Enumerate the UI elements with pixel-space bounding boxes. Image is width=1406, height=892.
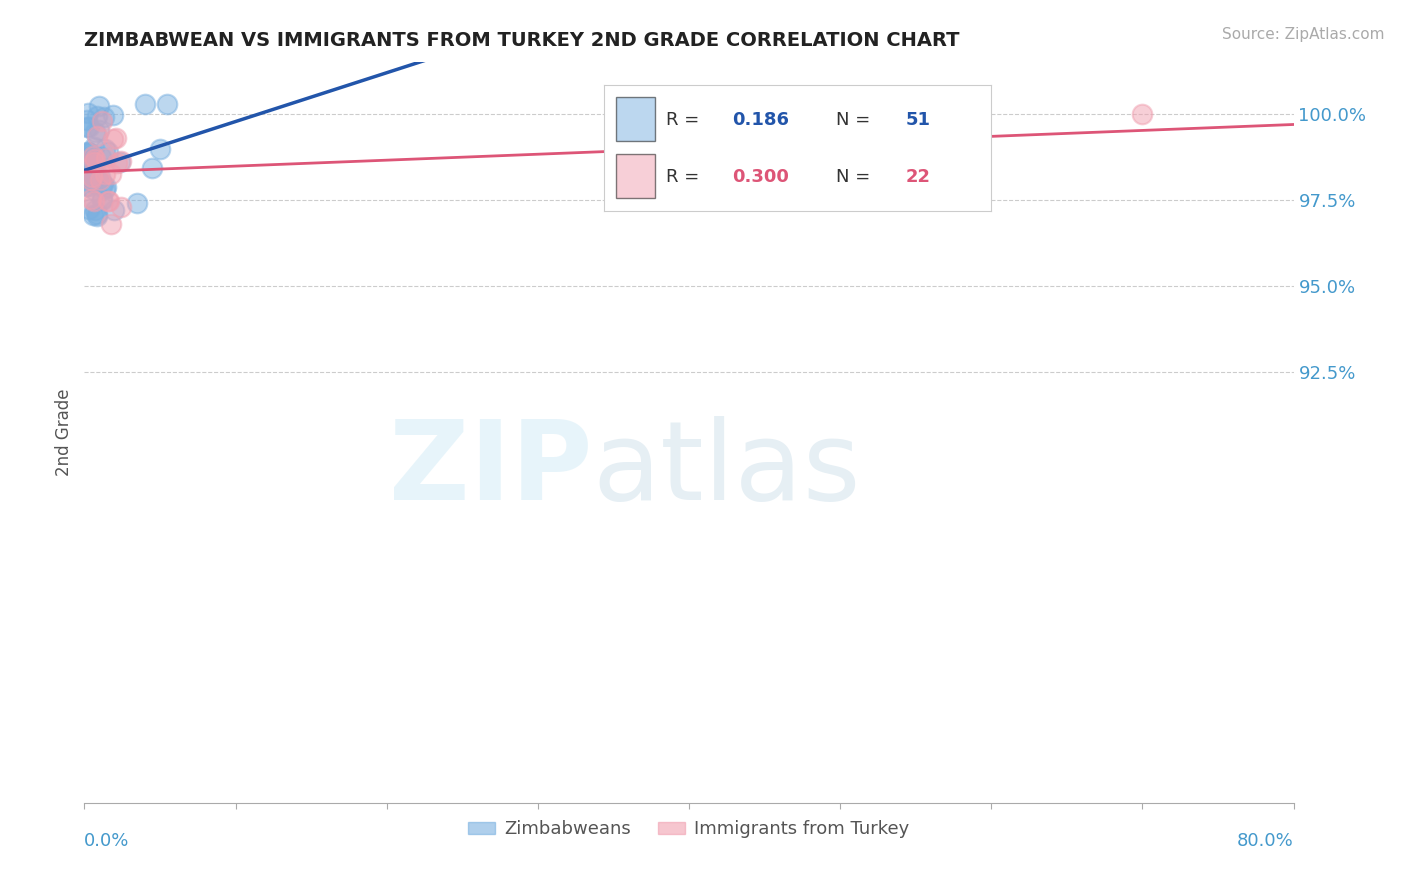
Point: [134, 96, 156, 111]
Point: [149, 142, 172, 156]
Point: [86, 109, 108, 123]
Point: [94, 179, 117, 194]
Text: 0.0%: 0.0%: [84, 832, 129, 850]
Point: [80, 159, 103, 173]
Point: [94, 182, 117, 196]
Point: [90, 177, 112, 191]
Point: [86, 176, 108, 190]
Point: [94, 167, 117, 181]
Point: [82, 149, 104, 163]
Point: [91, 113, 114, 128]
Point: [127, 195, 149, 210]
Point: [77, 145, 100, 160]
Point: [76, 179, 98, 194]
Point: [84, 178, 107, 192]
Point: [93, 110, 115, 124]
Point: [79, 145, 101, 160]
Point: [101, 108, 124, 122]
Point: [77, 150, 100, 164]
Point: [76, 120, 98, 134]
Point: [83, 153, 105, 167]
Y-axis label: 2nd Grade: 2nd Grade: [55, 389, 73, 476]
Point: [86, 207, 108, 221]
Text: ZIP: ZIP: [389, 417, 592, 523]
Point: [103, 203, 125, 218]
Point: [83, 184, 105, 198]
Point: [87, 123, 110, 137]
Point: [1132, 107, 1154, 121]
Point: [82, 163, 104, 178]
Point: [79, 202, 101, 217]
Point: [156, 96, 179, 111]
Point: [108, 154, 131, 169]
Point: [86, 209, 108, 223]
Point: [76, 113, 98, 128]
Point: [97, 194, 120, 208]
Point: [79, 154, 101, 169]
Point: [83, 155, 105, 169]
Text: Source: ZipAtlas.com: Source: ZipAtlas.com: [1222, 27, 1385, 42]
Point: [98, 194, 121, 208]
Point: [80, 165, 103, 179]
Point: [77, 178, 100, 193]
Point: [90, 192, 112, 206]
Point: [89, 173, 111, 187]
Point: [89, 170, 111, 185]
Point: [97, 145, 120, 159]
Point: [77, 120, 100, 134]
Point: [80, 173, 103, 187]
Point: [103, 131, 125, 145]
Point: [86, 128, 108, 143]
Point: [94, 142, 117, 156]
Point: [100, 168, 122, 182]
Point: [105, 130, 128, 145]
Point: [141, 161, 163, 175]
Point: [89, 99, 111, 113]
Point: [82, 208, 104, 222]
Point: [80, 175, 103, 189]
Point: [83, 125, 105, 139]
Text: 80.0%: 80.0%: [1237, 832, 1294, 850]
Point: [91, 177, 114, 191]
Point: [86, 174, 108, 188]
Point: [84, 202, 107, 217]
Point: [91, 193, 114, 207]
Point: [83, 168, 105, 182]
Point: [76, 145, 98, 159]
Point: [105, 156, 128, 170]
Point: [90, 150, 112, 164]
Point: [100, 217, 122, 231]
Text: atlas: atlas: [592, 417, 860, 523]
Point: [110, 154, 132, 169]
Point: [80, 193, 103, 207]
Point: [76, 106, 98, 120]
Legend: Zimbabweans, Immigrants from Turkey: Zimbabweans, Immigrants from Turkey: [461, 814, 917, 846]
Point: [83, 139, 105, 153]
Point: [82, 170, 104, 185]
Text: ZIMBABWEAN VS IMMIGRANTS FROM TURKEY 2ND GRADE CORRELATION CHART: ZIMBABWEAN VS IMMIGRANTS FROM TURKEY 2ND…: [84, 30, 960, 50]
Point: [83, 194, 105, 208]
Point: [110, 201, 132, 215]
Point: [87, 172, 110, 186]
Point: [77, 169, 100, 184]
Point: [96, 151, 118, 165]
